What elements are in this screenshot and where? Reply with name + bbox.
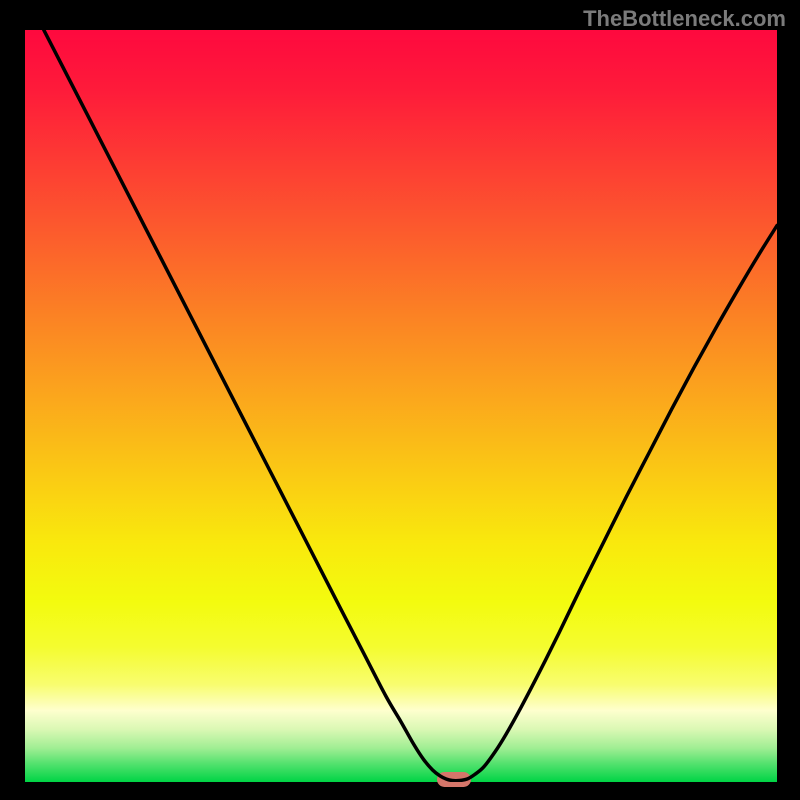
bottleneck-curve (44, 30, 777, 781)
chart-container: TheBottleneck.com (0, 0, 800, 800)
plot-area (25, 30, 777, 782)
watermark-text: TheBottleneck.com (583, 6, 786, 32)
curve-overlay (25, 30, 777, 782)
